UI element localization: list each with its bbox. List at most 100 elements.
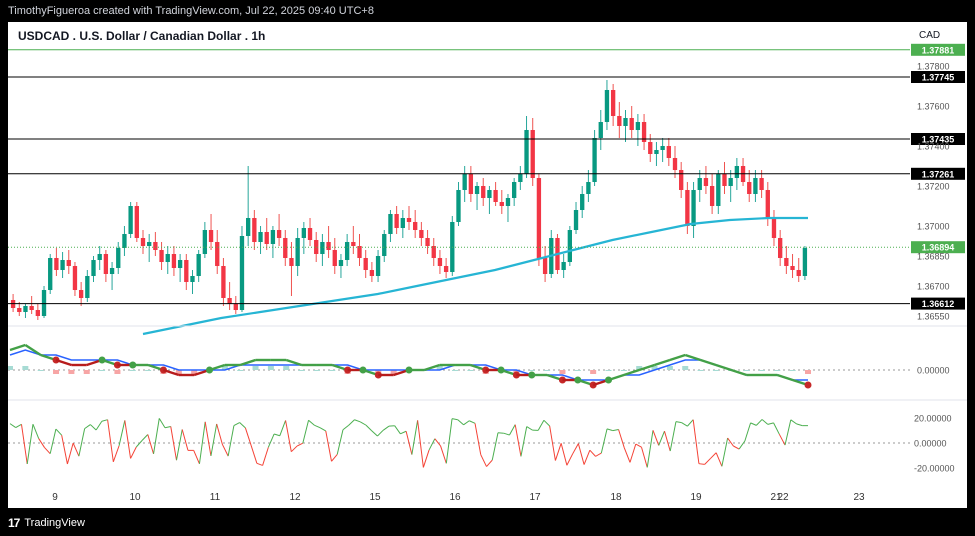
oscillator-2-line-segment [112,445,120,462]
candle [388,210,393,242]
candle [116,242,121,274]
oscillator-2-line-segment [583,449,591,465]
candle [784,246,789,274]
oscillator-2-line-segment [623,447,631,463]
price-axis[interactable]: CAD 1.37881 1.37745 1.37435 1.37261 1.36612 1… [910,22,967,508]
candle [493,182,498,206]
candle-body [716,174,721,206]
candle [97,246,102,270]
candle [85,270,90,302]
candle [419,222,424,246]
price-tick-label: 1.37000 [917,222,950,232]
candle-body [295,238,300,266]
oscillator-2-line-segment [153,418,160,454]
candle-body [382,234,387,256]
candle-body [153,242,158,250]
candle-body [493,190,498,202]
macd-line-segment [239,358,256,367]
candle-body [784,258,789,266]
oscillator-2-line-segment [635,443,642,448]
price-tick-label: 1.36850 [917,252,950,262]
oscillator-2-line-segment [618,429,625,448]
candle-body [66,260,71,266]
oscillator-2-line-segment [440,445,447,464]
histogram-bar [452,370,459,371]
histogram-bar [129,370,136,371]
oscillator-2-line-segment [66,442,74,465]
price-tick-label: 1.36700 [917,282,950,292]
candle [623,110,628,142]
oscillator-2-line-segment [262,447,269,466]
candle-body [97,254,102,260]
histogram-bar [191,370,198,374]
candle-body [338,260,344,266]
candle [103,250,109,282]
candle-body [759,178,764,190]
candle-body [468,174,474,194]
oscillator-2-line-segment [526,426,533,431]
candle [283,230,288,266]
histogram-bar [789,370,796,371]
histogram-bar [267,366,274,370]
candle [23,304,28,318]
x-axis-label: 18 [610,492,622,503]
histogram-bar [559,370,566,374]
chart-title: USDCAD . U.S. Dollar / Canadian Dollar .… [18,29,265,43]
candle-body [561,262,566,270]
level-price-tag [911,71,965,83]
candle-body [685,190,690,226]
candle [78,282,84,306]
oscillator-2-line-segment [434,438,441,447]
candle-body [332,250,337,266]
current-price-label: 1.36894 [922,243,955,253]
attribution-bar: TimothyFigueroa created with TradingView… [0,0,975,22]
histogram-bar [83,370,90,374]
oscillator-2-line-segment [595,452,602,457]
macd-line-segment [638,363,655,372]
candle [301,222,307,254]
oscillator-2-line-segment [170,426,177,461]
oscillator-2-line-segment [486,459,493,467]
histogram-bar [7,366,13,370]
candle [672,146,678,178]
crossover-dot [804,381,812,389]
oscillator-2-line-segment [560,443,568,466]
candle-body [474,186,480,194]
candle-body [413,222,418,230]
macd-line-segment [423,363,441,372]
candle-body [320,242,325,254]
candle-body [147,242,152,246]
candle [35,304,41,320]
oscillator-2-line-segment [273,433,280,437]
oscillator-2-line-segment [308,419,315,426]
candle-body [518,174,523,182]
oscillator-2-line-segment [537,420,545,431]
candle [765,182,770,226]
price-axis-svg[interactable]: CAD 1.37881 1.37745 1.37435 1.37261 1.36612 1… [910,22,967,508]
chart-pane[interactable]: 9 10 11 12 15 16 17 18 19 21 22 23 USDCAD . U.S. Do… [7,22,910,508]
macd-line-segment [24,343,42,357]
oscillator-2-line-segment [141,434,149,441]
candle-body [369,270,375,276]
oscillator-2-line-segment [457,419,464,426]
candle-body [109,268,115,274]
candle [276,214,282,246]
candle [524,116,529,178]
candle-body [344,242,350,260]
oscillator-2-line-segment [135,440,143,448]
candle [586,170,591,202]
candle [604,80,610,130]
candle [307,218,313,246]
candle-body [227,298,232,304]
x-axis-label: 23 [853,492,865,503]
oscillator-2-line-segment [773,422,780,435]
candle [60,252,65,278]
level-price-label: 1.37745 [922,73,955,83]
macd-line-segment [608,373,625,382]
candle [549,230,554,278]
candle [610,84,616,126]
candle-body [233,304,238,310]
candle-body [252,218,257,242]
